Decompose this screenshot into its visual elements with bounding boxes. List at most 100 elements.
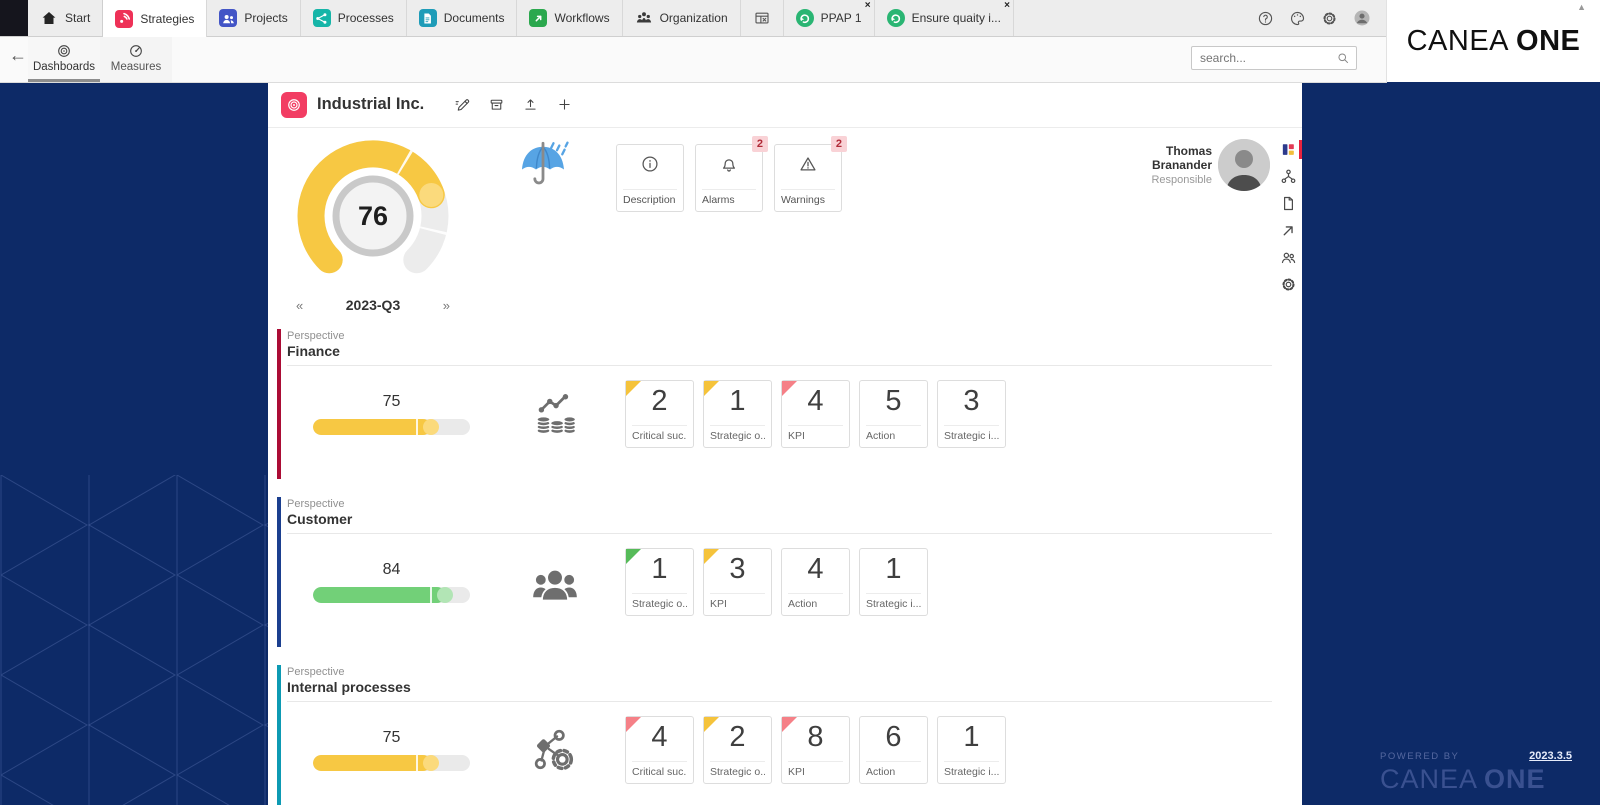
count-label: Action <box>788 593 843 615</box>
brand-panel: ▲ CANEA ONE <box>1386 0 1600 82</box>
count-value: 3 <box>729 553 746 585</box>
edit-icon[interactable] <box>454 96 471 113</box>
archive-icon[interactable] <box>488 96 505 113</box>
collapse-caret-icon[interactable]: ▲ <box>1577 2 1586 12</box>
previous-period-button[interactable]: « <box>296 297 304 313</box>
search-input[interactable] <box>1192 51 1336 65</box>
perspective-kicker: Perspective <box>287 666 345 678</box>
count-card-kpi[interactable]: 4 KPI <box>781 380 850 448</box>
sharegear-icon <box>528 728 582 772</box>
side-rail <box>1280 141 1297 293</box>
customers-icon <box>528 560 582 604</box>
projects-icon <box>219 9 238 27</box>
count-card-action[interactable]: 4 Action <box>781 548 850 616</box>
score-progress-fill <box>313 587 445 603</box>
palette-icon[interactable] <box>1289 10 1306 27</box>
next-period-button[interactable]: » <box>442 297 450 313</box>
score-block: 75 <box>313 729 470 771</box>
tab-label: Dashboards <box>32 61 95 73</box>
count-card-critical-suc[interactable]: 2 Critical suc... <box>625 380 694 448</box>
avatar[interactable] <box>1218 139 1270 191</box>
perspective-header: Perspective Internal processes <box>287 661 1272 702</box>
perspective-header: Perspective Finance <box>287 325 1272 366</box>
module-tab-closed-windows[interactable] <box>741 0 784 36</box>
perspective-kicker: Perspective <box>287 498 345 510</box>
perspective-name: Customer <box>287 511 353 527</box>
count-card-strategic-i[interactable]: 1 Strategic i... <box>859 548 928 616</box>
score-value: 75 <box>382 729 401 746</box>
warning-icon <box>798 154 818 174</box>
info-cards: Description 2 Alarms 2 Warnings <box>616 136 847 212</box>
module-tab-ensure-quaity-i[interactable]: Ensure quaity i... × <box>875 0 1014 36</box>
module-tab-label: Projects <box>244 11 288 25</box>
responsible-name: Thomas Branander <box>1151 144 1212 172</box>
count-card-action[interactable]: 5 Action <box>859 380 928 448</box>
close-icon[interactable]: × <box>864 0 871 11</box>
perspective-cards: 2 Critical suc... 1 Strategic o... 4 KPI… <box>625 380 1006 448</box>
rail-selection-indicator <box>1299 140 1302 159</box>
strategies-icon <box>115 9 134 28</box>
module-tab-strategies[interactable]: Strategies <box>102 0 208 37</box>
score-value: 84 <box>382 561 401 578</box>
tab-measures[interactable]: Measures <box>100 37 172 82</box>
count-card-kpi[interactable]: 8 KPI <box>781 716 850 784</box>
dashboard-panel: Industrial Inc. 76 « <box>268 82 1302 805</box>
profile-icon[interactable] <box>1353 9 1371 27</box>
count-card-critical-suc[interactable]: 4 Critical suc... <box>625 716 694 784</box>
users2-icon[interactable] <box>1280 249 1297 266</box>
module-tab-label: Documents <box>443 11 505 25</box>
dashcol-icon[interactable] <box>1280 141 1297 158</box>
perspective-name: Finance <box>287 343 340 359</box>
module-tab-projects[interactable]: Projects <box>207 0 301 36</box>
info-card-alarms[interactable]: 2 Alarms <box>695 136 768 212</box>
plus-icon[interactable] <box>556 96 573 113</box>
module-tab-label: Processes <box>337 11 394 25</box>
sub-tabs: Dashboards Measures <box>28 37 172 82</box>
count-card-kpi[interactable]: 3 KPI <box>703 548 772 616</box>
version-link[interactable]: 2023.3.5 <box>1529 750 1572 762</box>
brand-logo: CANEA ONE <box>1407 25 1581 58</box>
module-tab-processes[interactable]: Processes <box>301 0 407 36</box>
count-label: Strategic i... <box>944 425 999 447</box>
count-label: KPI <box>710 593 765 615</box>
perspective-header: Perspective Customer <box>287 493 1272 534</box>
count-card-strategic-i[interactable]: 3 Strategic i... <box>937 380 1006 448</box>
doc2-icon[interactable] <box>1280 195 1297 212</box>
footer-brand-one: ONE <box>1484 764 1546 794</box>
hier-icon[interactable] <box>1280 168 1297 185</box>
count-card-strategic-o[interactable]: 2 Strategic o... <box>703 716 772 784</box>
score-block: 84 <box>313 561 470 603</box>
brand-logo-one: ONE <box>1516 24 1581 57</box>
count-value: 1 <box>885 553 902 585</box>
module-tab-documents[interactable]: Documents <box>407 0 518 36</box>
upload-icon[interactable] <box>522 96 539 113</box>
module-tab-start[interactable]: Start <box>28 0 104 36</box>
close-icon[interactable]: × <box>1004 0 1010 11</box>
arr2-icon[interactable] <box>1280 222 1297 239</box>
gear-icon[interactable] <box>1321 10 1338 27</box>
help-icon[interactable] <box>1257 10 1274 27</box>
powered-by-block: POWERED BY 2023.3.5 CANEA ONE <box>1380 750 1572 795</box>
count-value: 4 <box>807 553 824 585</box>
back-arrow-icon[interactable]: ← <box>9 45 27 65</box>
module-tab-workflows[interactable]: Workflows <box>517 0 623 36</box>
sub-nav-bar: ← Dashboards Measures <box>0 37 1387 83</box>
perspectives-list: Perspective Finance 75 2 Critical suc...… <box>268 325 1302 805</box>
count-card-strategic-o[interactable]: 1 Strategic o... <box>703 380 772 448</box>
info-card-warnings[interactable]: 2 Warnings <box>774 136 847 212</box>
info-card-description[interactable]: Description <box>616 144 684 212</box>
count-card-action[interactable]: 6 Action <box>859 716 928 784</box>
tab-label: Measures <box>110 61 162 73</box>
count-card-strategic-o[interactable]: 1 Strategic o... <box>625 548 694 616</box>
gear2-icon[interactable] <box>1280 276 1297 293</box>
count-card-strategic-i[interactable]: 1 Strategic i... <box>937 716 1006 784</box>
search-icon[interactable] <box>1336 51 1356 66</box>
tab-dashboards[interactable]: Dashboards <box>28 37 100 82</box>
status-flag-icon <box>704 381 719 396</box>
module-tab-ppap-1[interactable]: PPAP 1 × <box>784 0 875 36</box>
gauge-block: 76 « 2023-Q3 » <box>288 138 458 313</box>
perspective-accent-bar <box>277 497 281 647</box>
module-tab-organization[interactable]: Organization <box>623 0 741 36</box>
swirl-icon <box>795 9 814 27</box>
